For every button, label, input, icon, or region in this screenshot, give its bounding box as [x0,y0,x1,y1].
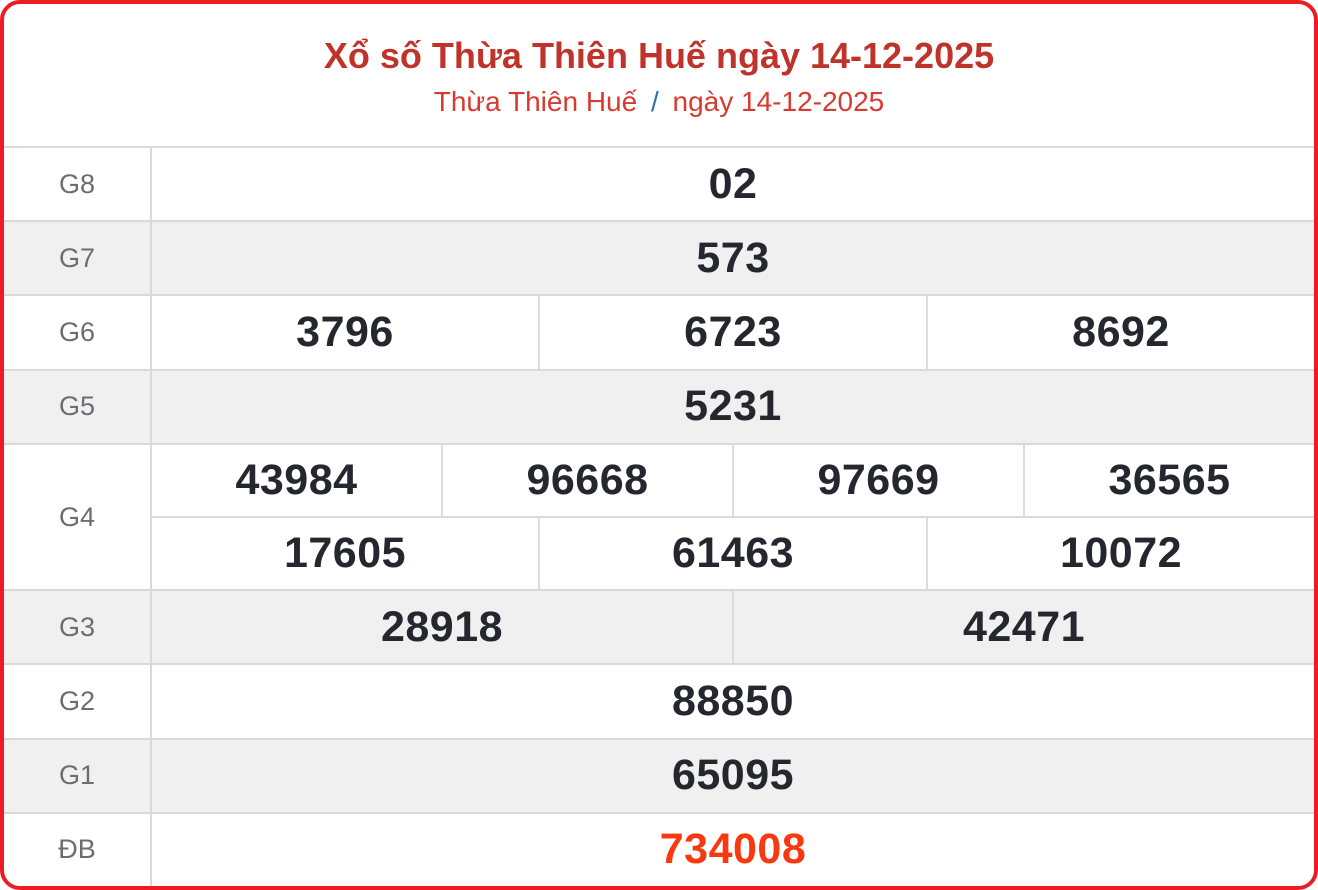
prize-values-g3: 28918 42471 [152,591,1314,664]
prize-values-g2: 88850 [152,665,1314,737]
prize-label-g6: G6 [4,296,152,369]
prize-subrow-g8: 02 [152,148,1314,220]
breadcrumb-date-link[interactable]: ngày 14-12-2025 [672,86,885,118]
prize-number: 61463 [538,518,926,590]
prize-label-g2: G2 [4,665,152,738]
prize-number: 8692 [926,296,1314,369]
prize-number: 42471 [732,591,1314,664]
prize-row-g4: G4 43984 96668 97669 36565 17605 61463 10072 [4,442,1314,590]
prize-subrow-g7: 573 [152,222,1314,294]
prize-values-g5: 5231 [152,371,1314,443]
prize-subrow-g1: 65095 [152,740,1314,812]
prize-number: 97669 [732,444,1023,517]
prize-values-g7: 573 [152,222,1314,294]
prize-number: 5231 [684,382,782,431]
prize-values-g4: 43984 96668 97669 36565 17605 61463 10072 [152,444,1314,590]
prize-number: 28918 [380,602,504,651]
prize-number: 36565 [1023,444,1314,517]
prize-row-g3: G3 28918 42471 [4,589,1314,664]
prize-number: 65095 [671,751,795,800]
breadcrumb-separator: / [650,86,659,118]
prize-number: 573 [696,233,770,282]
prize-subrow-g5: 5231 [152,371,1314,443]
prize-number: 96668 [441,444,732,517]
breadcrumb: Thừa Thiên Huế / ngày 14-12-2025 [433,86,885,118]
prize-row-g2: G2 88850 [4,663,1314,738]
prize-values-g6: 3796 6723 8692 [152,296,1314,369]
prize-subrow-g4: 17605 61463 10072 [152,516,1314,590]
prize-number: 3796 [296,308,394,356]
prize-row-db: ĐB 734008 [4,811,1314,886]
prize-values-g1: 65095 [152,740,1314,812]
prize-label-db: ĐB [4,813,152,886]
prize-row-g8: G8 02 [4,146,1314,221]
results-table: G8 02 G7 573 G6 3796 6723 8692 G5 5231 G4 43984 9666… [4,146,1314,886]
prize-label-g4: G4 [4,444,152,590]
prize-subrow-g3: 28918 42471 [152,591,1314,664]
prize-row-g5: G5 5231 [4,368,1314,443]
prize-number: 6723 [538,296,926,369]
prize-row-g7: G7 573 [4,220,1314,295]
prize-values-db: 734008 [152,814,1314,886]
prize-label-g1: G1 [4,739,152,812]
prize-label-g7: G7 [4,222,152,295]
prize-number: 10072 [926,518,1314,590]
header: Xổ số Thừa Thiên Huế ngày 14-12-2025 Thừ… [4,4,1314,146]
prize-number: 17605 [283,529,407,578]
prize-row-g1: G1 65095 [4,737,1314,812]
prize-label-g3: G3 [4,591,152,664]
prize-subrow-db: 734008 [152,814,1314,886]
prize-number: 43984 [235,455,358,504]
prize-subrow-g6: 3796 6723 8692 [152,296,1314,369]
prize-label-g8: G8 [4,148,152,221]
prize-values-g8: 02 [152,148,1314,220]
prize-subrow-g4: 43984 96668 97669 36565 [152,444,1314,517]
page-title: Xổ số Thừa Thiên Huế ngày 14-12-2025 [323,34,995,76]
special-prize-number: 734008 [659,825,807,874]
prize-label-g5: G5 [4,370,152,443]
prize-row-g6: G6 3796 6723 8692 [4,294,1314,369]
prize-number: 02 [708,159,758,208]
breadcrumb-province-link[interactable]: Thừa Thiên Huế [433,86,638,118]
prize-number: 88850 [671,677,795,726]
prize-subrow-g2: 88850 [152,665,1314,737]
